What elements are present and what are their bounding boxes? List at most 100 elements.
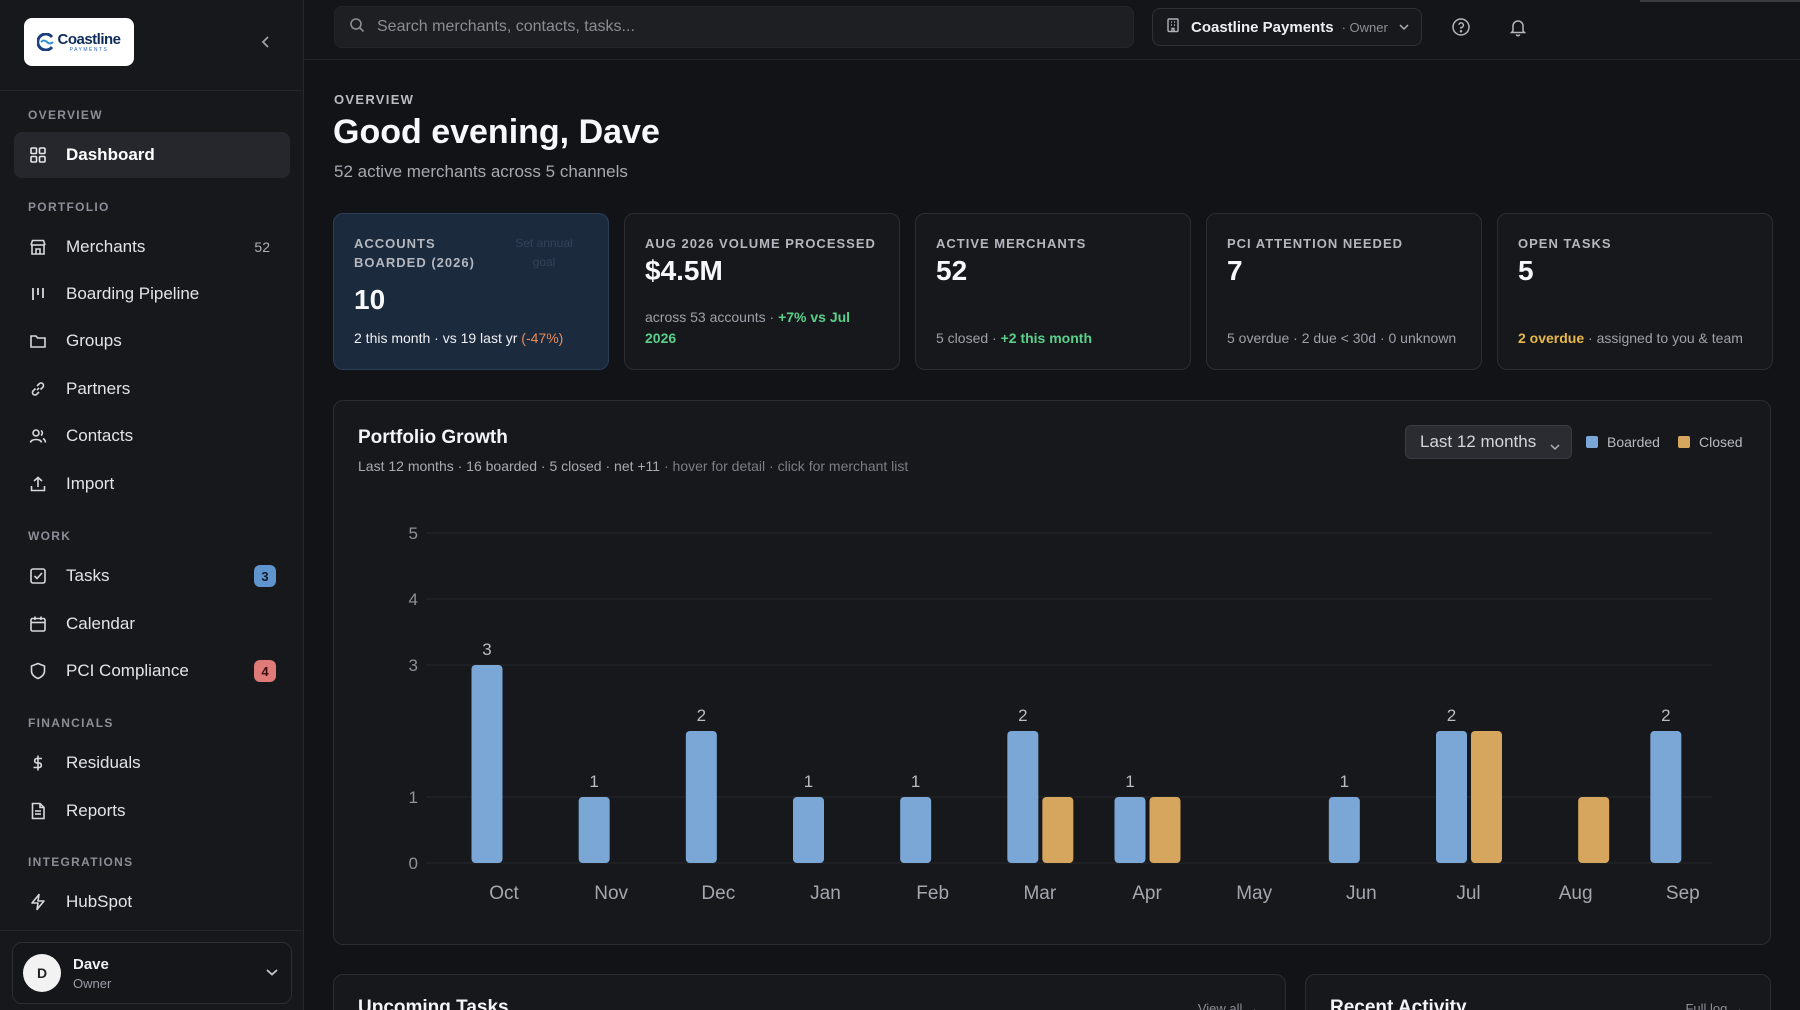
user-role: Owner	[73, 975, 112, 991]
sidebar-item-label: Reports	[66, 801, 126, 820]
user-menu[interactable]: D Dave Owner	[12, 942, 292, 1004]
sidebar-item-groups[interactable]: Groups	[14, 318, 290, 364]
upcoming-tasks-card: Upcoming Tasks View all →	[333, 974, 1286, 1010]
dollar-icon	[28, 753, 48, 773]
y-tick-label: 3	[409, 656, 418, 675]
help-button[interactable]	[1449, 15, 1473, 39]
bar-data-label: 2	[697, 706, 706, 725]
kpi-card-active-merchants[interactable]: ACTIVE MERCHANTS 52 5 closed · +2 this m…	[915, 213, 1191, 370]
bar-data-label: 1	[804, 772, 813, 791]
sidebar-item-label: Groups	[66, 331, 122, 350]
building-icon	[1165, 17, 1181, 38]
organization-switcher[interactable]: Coastline Payments · Owner	[1152, 8, 1422, 46]
chart-subtitle: Last 12 months · 16 boarded · 5 closed ·…	[358, 458, 908, 474]
logo-text: Coastline	[57, 30, 121, 48]
section-label-overview: OVERVIEW	[28, 108, 103, 122]
kpi-card-open-tasks[interactable]: OPEN TASKS 5 2 overdue · assigned to you…	[1497, 213, 1773, 370]
users-icon	[28, 426, 48, 446]
x-tick-label: Jun	[1346, 883, 1377, 904]
portfolio-growth-card: Portfolio Growth Last 12 months · 16 boa…	[333, 400, 1771, 945]
bar-boarded[interactable]: 2	[1007, 706, 1039, 863]
sidebar-item-dashboard[interactable]: Dashboard	[14, 132, 290, 178]
bar-closed[interactable]	[1578, 797, 1610, 863]
bar-rect	[1007, 731, 1039, 863]
sidebar-item-label: Dashboard	[66, 145, 155, 164]
sidebar-item-residuals[interactable]: Residuals	[14, 740, 290, 786]
page-eyebrow: OVERVIEW	[334, 92, 415, 107]
set-goal-hint[interactable]: Set annual goal	[515, 236, 573, 269]
sidebar-item-calendar[interactable]: Calendar	[14, 601, 290, 647]
sidebar-item-label: PCI Compliance	[66, 661, 189, 680]
bar-rect	[1328, 797, 1360, 863]
bar-boarded[interactable]: 1	[1114, 772, 1146, 863]
kpi-label: PCI ATTENTION NEEDED	[1227, 236, 1404, 251]
section-label-integrations: INTEGRATIONS	[28, 855, 134, 869]
organization-name: Coastline Payments	[1191, 18, 1334, 36]
document-icon	[28, 801, 48, 821]
date-range-select[interactable]: Last 12 months	[1405, 425, 1572, 459]
sidebar-item-partners[interactable]: Partners	[14, 366, 290, 412]
sidebar-item-label: Boarding Pipeline	[66, 284, 200, 303]
bar-boarded[interactable]: 1	[578, 772, 610, 863]
bar-closed[interactable]	[1042, 797, 1074, 863]
bar-boarded[interactable]: 1	[1328, 772, 1360, 863]
tasks-count-badge: 3	[254, 565, 276, 587]
legend-item-boarded[interactable]: Boarded	[1586, 434, 1660, 450]
full-log-link[interactable]: Full log →	[1685, 1001, 1744, 1010]
bar-boarded[interactable]: 2	[1650, 706, 1682, 863]
x-tick-label: Aug	[1559, 883, 1593, 904]
sidebar-item-merchants[interactable]: Merchants 52	[14, 224, 290, 270]
company-logo[interactable]: Coastline PAYMENTS	[24, 18, 134, 66]
folder-icon	[28, 331, 48, 351]
sidebar-item-label: Tasks	[66, 566, 110, 585]
help-icon	[1452, 18, 1470, 36]
chart-subtitle-hint: · hover for detail · click for merchant …	[660, 458, 909, 474]
sidebar-item-label: Contacts	[66, 426, 134, 445]
sidebar-item-label: Residuals	[66, 753, 141, 772]
kpi-value: $4.5M	[645, 255, 723, 286]
kpi-card-accounts-boarded[interactable]: Set annual goal ACCOUNTS BOARDED (2026) …	[333, 213, 609, 370]
bar-data-label: 1	[589, 772, 598, 791]
bar-rect	[1471, 731, 1502, 863]
kpi-card-pci-attention[interactable]: PCI ATTENTION NEEDED 7 5 overdue · 2 due…	[1206, 213, 1482, 370]
bar-rect	[1436, 731, 1467, 863]
bar-boarded[interactable]: 1	[900, 772, 932, 863]
card-title: Recent Activity	[1330, 997, 1467, 1010]
y-tick-label: 5	[409, 524, 418, 543]
kpi-card-volume[interactable]: AUG 2026 VOLUME PROCESSED $4.5M across 5…	[624, 213, 900, 370]
kpi-value: 5	[1518, 255, 1534, 286]
bar-boarded[interactable]: 2	[1436, 706, 1467, 863]
search-bar[interactable]	[334, 6, 1134, 48]
bar-boarded[interactable]: 2	[685, 706, 717, 863]
sidebar-item-hubspot[interactable]: HubSpot	[14, 879, 290, 925]
chevron-down-icon	[1549, 436, 1561, 456]
bar-rect	[1578, 797, 1610, 863]
search-input[interactable]	[377, 18, 1117, 36]
sidebar-item-reports[interactable]: Reports	[14, 788, 290, 834]
sidebar-item-boarding-pipeline[interactable]: Boarding Pipeline	[14, 271, 290, 317]
sidebar-item-contacts[interactable]: Contacts	[14, 413, 290, 459]
bar-boarded[interactable]: 1	[793, 772, 824, 863]
chevron-down-icon	[265, 964, 279, 982]
link-icon	[28, 379, 48, 399]
sidebar-item-tasks[interactable]: Tasks 3	[14, 553, 290, 599]
notifications-button[interactable]	[1506, 15, 1530, 39]
x-tick-label: May	[1236, 883, 1272, 904]
sidebar-item-pci-compliance[interactable]: PCI Compliance 4	[14, 648, 290, 694]
kpi-value: 10	[354, 284, 386, 315]
collapse-sidebar-button[interactable]	[254, 30, 278, 54]
legend-item-closed[interactable]: Closed	[1678, 434, 1743, 450]
sidebar-item-import[interactable]: Import	[14, 461, 290, 507]
sidebar-divider	[0, 930, 304, 931]
store-icon	[28, 237, 48, 257]
bar-rect	[793, 797, 824, 863]
view-all-link[interactable]: View all →	[1197, 1001, 1259, 1010]
bar-boarded[interactable]: 3	[471, 640, 503, 863]
x-tick-label: Sep	[1666, 883, 1700, 904]
bar-rect	[1149, 797, 1181, 863]
bar-closed[interactable]	[1471, 731, 1502, 863]
kpi-subtext: 5 closed · +2 this month	[936, 328, 1172, 349]
legend-label: Closed	[1699, 434, 1743, 450]
chart-title: Portfolio Growth	[358, 427, 508, 448]
bar-closed[interactable]	[1149, 797, 1181, 863]
